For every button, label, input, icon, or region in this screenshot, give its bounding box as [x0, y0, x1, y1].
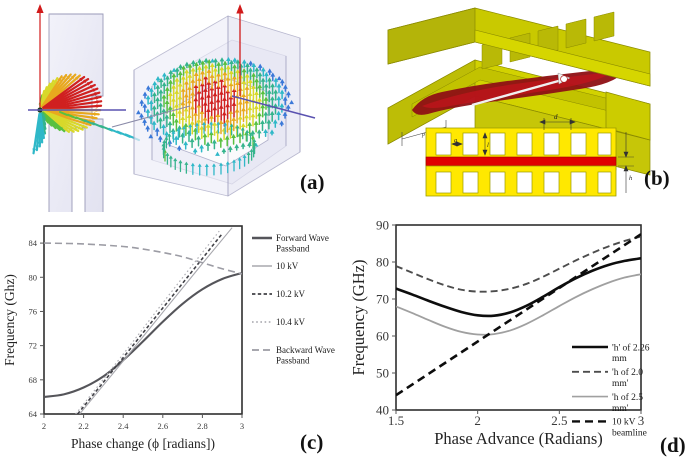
- y-tick-label: 64: [29, 409, 38, 419]
- legend-label: 'h' of 2.26: [612, 342, 650, 353]
- y-tick-label: 90: [376, 218, 389, 233]
- panel-d-label: (d): [660, 433, 686, 458]
- panel-a-label: (a): [300, 170, 325, 195]
- y-tick-label: 68: [29, 375, 38, 385]
- panel-a-svg: [0, 0, 350, 212]
- legend-label: 10 kV: [276, 261, 299, 271]
- x-axis-title: Phase Advance (Radians): [434, 429, 603, 448]
- y-tick-label: 76: [29, 307, 38, 317]
- plot-frame: [44, 226, 242, 414]
- legend-label: 10.2 kV: [276, 289, 306, 299]
- panel-b-dim-h-label: h: [629, 175, 632, 182]
- x-tick-label: 2.8: [197, 421, 208, 431]
- y-axis-title: Frequency (GHz): [350, 260, 368, 376]
- panel-b-dim-l-label: l: [487, 142, 489, 149]
- x-tick-label: 3: [240, 421, 244, 431]
- x-tick-label: 2: [42, 421, 46, 431]
- legend-label: beamline: [612, 429, 647, 439]
- legend-label: Backward Wave: [276, 345, 335, 355]
- plot-frame: [396, 225, 641, 410]
- legend-label: mm: [612, 354, 627, 364]
- legend-label: Passband: [276, 244, 310, 254]
- panel-c-svg: 2 2.2 2.4 2.6 2.8 3 64 68 72 76 80 84 Phase change (…: [0, 212, 350, 465]
- panel-b-dim-d-label: d: [554, 113, 558, 121]
- y-tick-label: 60: [376, 329, 389, 344]
- x-tick-label: 1.5: [388, 413, 404, 428]
- x-tick-label: 2: [474, 413, 481, 428]
- panel-b-label: (b): [644, 166, 670, 191]
- legend-label: mm': [612, 404, 629, 414]
- panel-c-label: (c): [300, 430, 323, 455]
- x-tick-label: 2.2: [78, 421, 89, 431]
- x-tick-label: 3: [638, 413, 645, 428]
- y-tick-label: 84: [29, 238, 38, 248]
- y-tick-label: 72: [29, 341, 38, 351]
- x-tick-label: 2.5: [551, 413, 567, 428]
- legend-label: mm': [612, 379, 629, 389]
- y-tick-label: 70: [376, 292, 389, 307]
- panel-b-dim-a-label: a: [454, 137, 457, 144]
- y-tick-label: 50: [376, 366, 389, 381]
- legend-label: 10.4 kV: [276, 317, 306, 327]
- legend-label: Forward Wave: [276, 233, 329, 243]
- panel-a-field-plot: (a): [0, 0, 350, 212]
- legend-label: Passband: [276, 356, 310, 366]
- panel-b-dim-p-label: p: [421, 132, 425, 138]
- y-tick-label: 80: [29, 272, 38, 282]
- y-tick-label: 80: [376, 255, 389, 270]
- y-axis-title: Frequency (Ghz): [2, 274, 17, 366]
- panel-b-geometry: p: [350, 0, 700, 205]
- panel-c-dispersion-chart: 2 2.2 2.4 2.6 2.8 3 64 68 72 76 80 84 Phase change (…: [0, 212, 350, 465]
- panel-d-svg: 1.5 2 2.5 3 40 50 60 70 80 90 Phase Advance (Radia…: [350, 205, 700, 465]
- x-tick-label: 2.4: [118, 421, 129, 431]
- panel-b-beam-tunnel: [426, 157, 616, 166]
- legend-label: 'h of 2.5: [612, 392, 643, 403]
- panel-d-dispersion-chart: 1.5 2 2.5 3 40 50 60 70 80 90 Phase Advance (Radia…: [350, 205, 700, 465]
- x-axis-title: Phase change (ϕ [radians]): [71, 436, 215, 451]
- legend-label: 10 kV: [612, 418, 636, 428]
- y-tick-label: 40: [376, 403, 389, 418]
- x-tick-label: 2.6: [157, 421, 168, 431]
- legend-label: 'h of 2.0: [612, 367, 643, 378]
